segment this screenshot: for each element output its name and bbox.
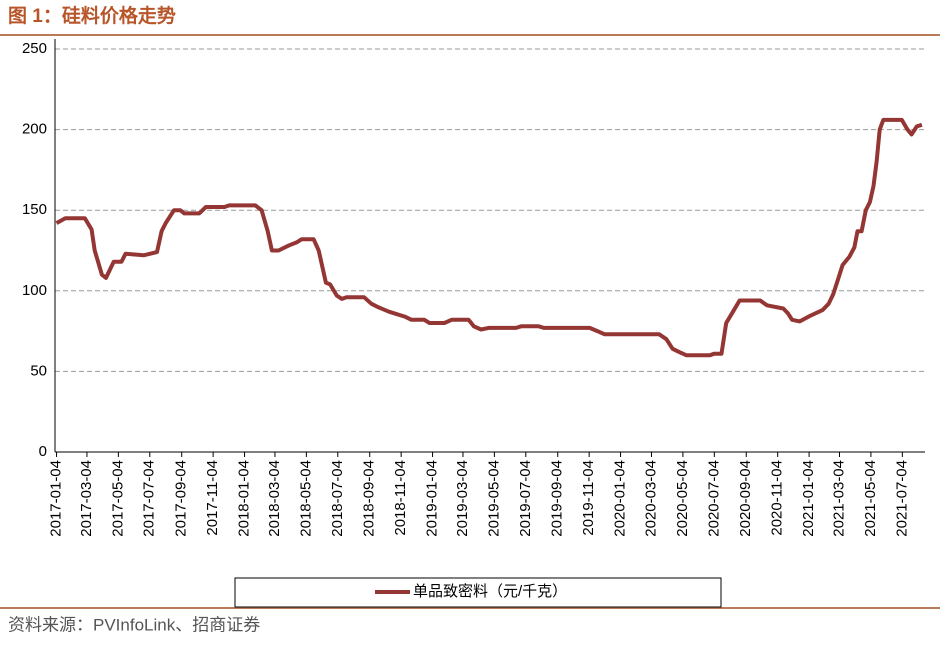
x-tick-label: 2019-09-04	[549, 460, 566, 537]
y-tick-label: 200	[22, 121, 47, 138]
x-tick-label: 2019-03-04	[454, 460, 471, 537]
y-tick-label: 100	[22, 282, 47, 299]
y-tick-label: 250	[22, 40, 47, 57]
x-tick-label: 2020-01-04	[612, 460, 629, 537]
x-tick-label: 2018-03-04	[266, 460, 283, 537]
x-tick-label: 2019-05-04	[485, 460, 502, 537]
x-tick-label: 2021-03-04	[830, 460, 847, 537]
y-tick-label: 150	[22, 201, 47, 218]
data-line	[55, 117, 923, 358]
x-tick-label: 2020-07-04	[705, 460, 722, 537]
legend-box	[234, 577, 722, 608]
x-tick-label: 2020-11-04	[769, 460, 786, 536]
x-tick-label: 2019-01-04	[424, 460, 441, 537]
y-tick-label: 0	[39, 443, 47, 460]
x-tick-label: 2018-11-04	[392, 460, 409, 536]
x-tick-label: 2017-09-04	[173, 460, 190, 537]
x-tick-label: 2021-05-04	[862, 460, 879, 537]
chart-title: 图 1：硅料价格走势	[8, 4, 176, 27]
x-tick-label: 2021-01-04	[800, 460, 817, 537]
x-tick-label: 2017-07-04	[141, 460, 158, 537]
source-note: 资料来源：PVInfoLink、招商证券	[8, 615, 260, 634]
x-tick-label: 2017-11-04	[204, 460, 221, 536]
x-tick-label: 2019-07-04	[517, 460, 534, 537]
x-tick-label: 2018-09-04	[361, 460, 378, 537]
y-tick-label: 50	[30, 362, 47, 379]
x-tick-label: 2018-07-04	[329, 460, 346, 537]
x-tick-label: 2019-11-04	[580, 460, 597, 536]
x-tick-label: 2020-05-04	[674, 460, 691, 537]
x-tick-label: 2020-03-04	[642, 460, 659, 537]
x-tick-label: 2017-05-04	[109, 460, 126, 537]
legend-label: 单品致密料（元/千克）	[413, 583, 567, 600]
x-tick-label: 2021-07-04	[893, 460, 910, 537]
x-tick-label: 2017-01-04	[48, 460, 65, 537]
x-tick-label: 2017-03-04	[78, 460, 95, 537]
x-tick-label: 2018-01-04	[236, 460, 253, 537]
x-tick-label: 2020-09-04	[737, 460, 754, 537]
x-tick-label: 2018-05-04	[297, 460, 314, 537]
